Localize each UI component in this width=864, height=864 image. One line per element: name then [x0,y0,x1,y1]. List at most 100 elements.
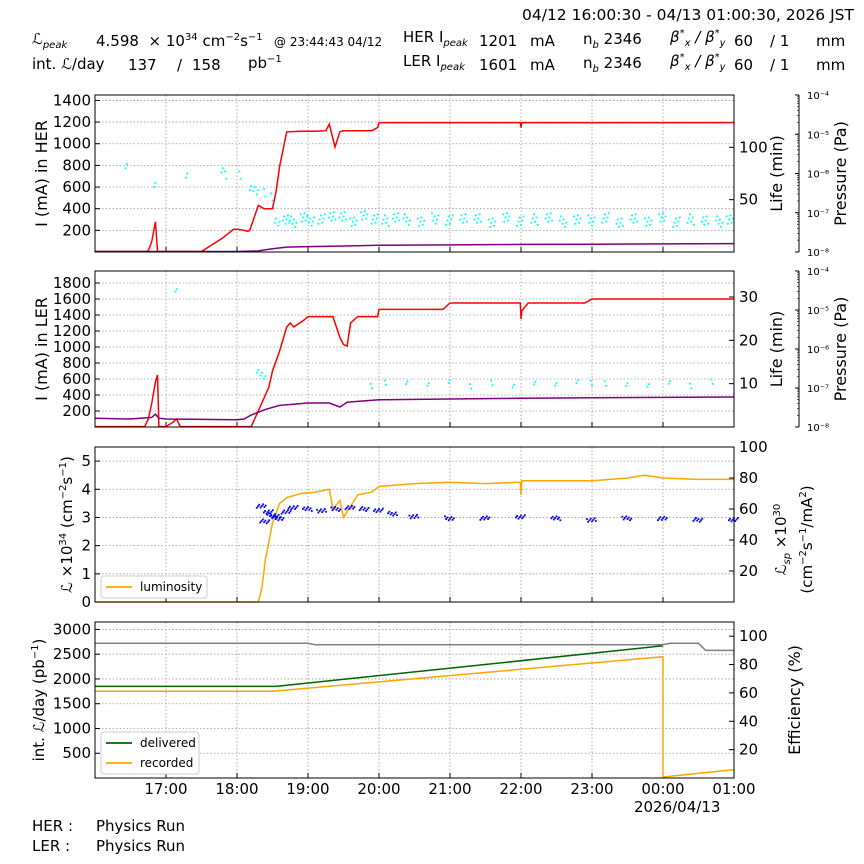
life-point [263,188,266,191]
her-label: HER Ipeak [403,28,468,49]
specific-lumi-point [352,507,355,510]
life-point [560,215,562,218]
life-point [259,374,262,377]
specific-lumi-point [729,517,732,520]
ler-nb: nb 2346 [583,54,642,75]
life-point [615,222,618,225]
life-point [383,379,386,382]
life-point [449,379,451,382]
life-point [320,214,322,217]
y-tick-label: 1000 [53,338,91,356]
life-point [707,222,710,225]
life-point [431,212,433,215]
right-tick-label: 100 [739,438,768,456]
pressure-tick-label: 10⁻⁷ [807,384,829,395]
specific-lumi-point [514,516,517,519]
specific-lumi-point [316,508,318,511]
life-point [531,217,534,220]
panel-3: 0 1 2 3 4 5 20 40 60 80 100 ℒ ×1034 (cm−2s−1) ℒsp ×1… [58,438,816,611]
life-point [549,212,552,215]
specific-lumi-point [267,520,269,523]
life-point [239,177,242,180]
life-point [470,387,473,390]
specific-lumi-point [731,518,734,521]
specific-lumi-point [658,517,661,520]
right-tick-label: 30 [739,288,758,306]
life-point [492,224,495,227]
life-point [342,215,345,218]
life-point [289,219,291,222]
life-point [604,213,606,216]
life-point [153,186,155,189]
right-axis-label: Efficiency (%) [785,645,804,755]
life-point [126,163,128,165]
specific-lumi-point [270,514,272,517]
life-point [363,210,366,213]
specific-lumi-point [388,510,391,513]
specific-lumi-point [278,517,281,520]
y-tick-label: 3000 [53,620,91,638]
specific-lumi-point [362,508,365,511]
life-point [464,213,467,216]
x-tick-label: 01:00 [712,780,755,798]
specific-lumi-point [443,515,446,518]
specific-lumi-point [376,509,379,512]
specific-lumi-point [263,521,266,524]
life-point [726,222,729,225]
specific-lumi-point [273,515,276,518]
specific-lumi-point [488,516,491,519]
life-point [375,217,378,220]
life-point [606,216,609,219]
life-point [618,225,621,228]
life-point [306,214,309,217]
specific-lumi-point [559,519,562,522]
specific-lumi-point [445,518,448,520]
life-point [616,218,619,221]
life-point [675,217,677,220]
life-point [405,383,408,385]
life-point [328,216,330,219]
life-point [732,217,734,220]
life-point [333,211,336,214]
life-point [386,217,389,220]
life-point [558,219,561,222]
life-point [427,382,430,385]
intl-slash: / [177,56,183,74]
life-point [371,218,374,221]
life-point [710,378,713,381]
intl-label: int. ℒ/day [32,55,105,73]
life-point [295,221,298,224]
efficiency-line [95,642,734,652]
life-point [490,221,493,224]
recorded-line [95,655,735,778]
life-point [310,224,313,227]
right-axis-unit: (cm−2s−1/mA2) [798,485,816,593]
specific-lumi-point [367,506,370,509]
life-point [478,213,481,216]
y-tick-label: 1400 [53,91,91,109]
specific-lumi-point [480,517,483,520]
specific-lumi-point [296,505,299,507]
specific-lumi-point [517,517,520,520]
pressure-tick-label: 10⁻⁶ [807,170,829,181]
pressure-axis-label: Pressure (Pa) [831,297,850,402]
legend-label: delivered [140,736,196,750]
life-point [385,221,387,224]
specific-lumi-point [336,507,339,510]
life-point [516,224,519,227]
life-point [678,216,681,219]
right-tick-label: 20 [739,741,758,759]
life-point [634,213,637,216]
specific-lumi-point [374,508,377,511]
her-beta-y: / 1 [770,32,790,50]
life-point [504,216,507,219]
life-point [589,379,592,382]
life-point [589,217,592,220]
specific-lumi-point [627,516,630,519]
life-point [285,218,288,221]
life-point [377,213,379,216]
specific-lumi-point [735,518,738,521]
life-point [351,220,354,223]
y-tick-label: 1800 [53,274,91,292]
specific-lumi-point [270,510,273,513]
